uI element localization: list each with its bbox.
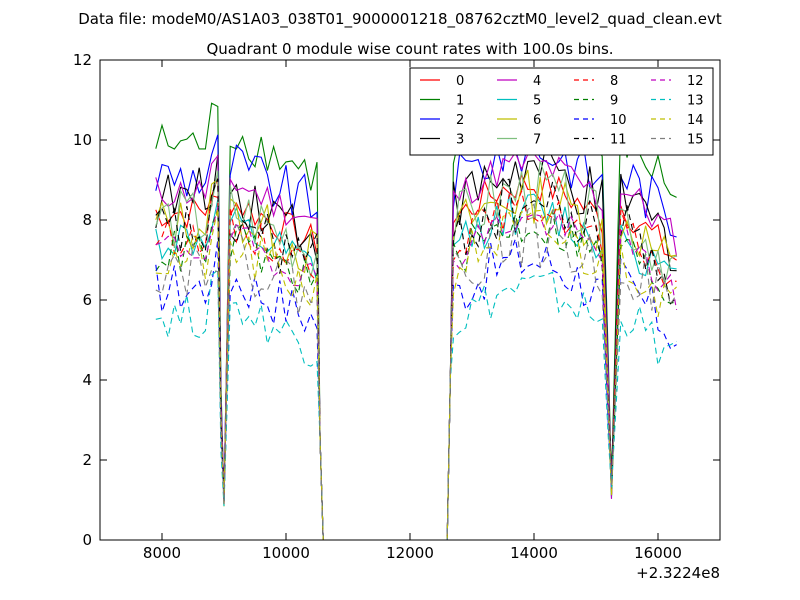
series-line-15 xyxy=(155,203,678,541)
y-tick-label: 12 xyxy=(73,51,92,69)
chart-title: Quadrant 0 module wise count rates with … xyxy=(206,40,613,58)
series-line-6 xyxy=(155,169,677,541)
legend-label-12: 12 xyxy=(687,74,704,89)
series-line-10 xyxy=(155,238,677,541)
plot-frame xyxy=(99,59,721,541)
y-tick-label: 0 xyxy=(82,531,92,549)
legend-label-0: 0 xyxy=(456,74,464,89)
y-tick-label: 6 xyxy=(82,291,92,309)
y-tick-label: 4 xyxy=(82,371,92,389)
x-tick-label: 10000 xyxy=(262,544,310,562)
legend-label-8: 8 xyxy=(610,74,618,89)
series-layer xyxy=(155,96,678,541)
legend-label-10: 10 xyxy=(610,113,627,128)
x-tick-label: 14000 xyxy=(510,544,558,562)
suptitle: Data file: modeM0/AS1A03_038T01_90000012… xyxy=(78,10,722,29)
legend-label-2: 2 xyxy=(456,113,464,128)
x-offset-label: +2.3224e8 xyxy=(636,564,720,582)
series-line-14 xyxy=(155,208,677,541)
series-line-1 xyxy=(155,96,677,541)
legend-label-1: 1 xyxy=(456,94,464,109)
legend-label-5: 5 xyxy=(533,94,541,109)
x-tick-label: 16000 xyxy=(634,544,682,562)
legend-label-9: 9 xyxy=(610,94,618,109)
x-tick-label: 12000 xyxy=(386,544,434,562)
series-line-11 xyxy=(155,178,677,541)
series-line-13 xyxy=(155,268,677,541)
legend-label-14: 14 xyxy=(687,113,704,128)
legend-label-4: 4 xyxy=(533,74,541,89)
y-tick-label: 2 xyxy=(82,451,92,469)
legend-label-3: 3 xyxy=(456,133,464,148)
series-line-4 xyxy=(155,151,678,541)
legend-label-13: 13 xyxy=(687,94,704,109)
series-line-7 xyxy=(155,160,677,541)
legend-box xyxy=(409,67,714,156)
series-line-0 xyxy=(155,171,677,541)
y-tick-label: 8 xyxy=(82,211,92,229)
x-tick-label: 8000 xyxy=(143,544,181,562)
series-line-12 xyxy=(155,207,678,541)
legend-label-15: 15 xyxy=(687,133,704,148)
legend-label-7: 7 xyxy=(533,133,541,148)
legend-label-6: 6 xyxy=(533,113,541,128)
legend-label-11: 11 xyxy=(610,133,627,148)
y-tick-label: 10 xyxy=(73,131,92,149)
series-line-9 xyxy=(155,208,677,541)
